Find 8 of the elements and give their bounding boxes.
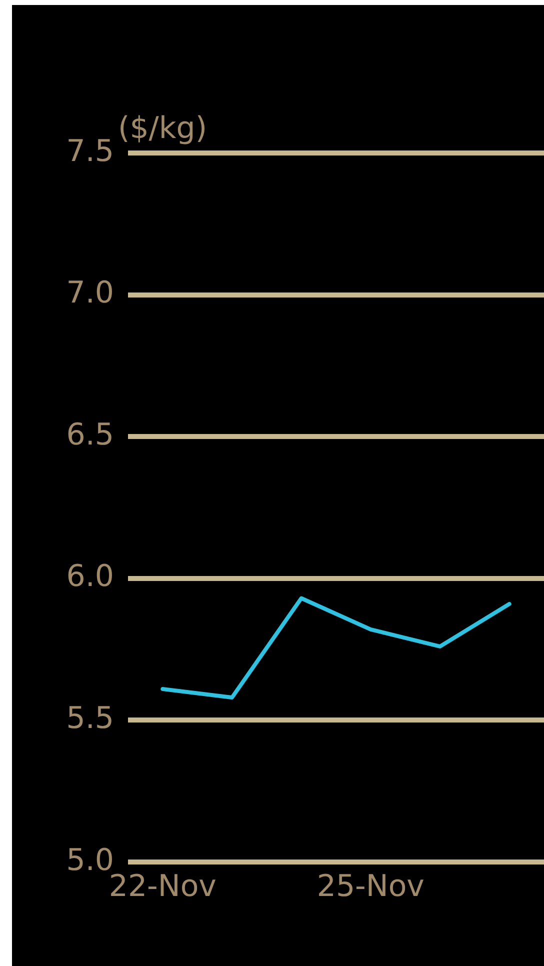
y-tick-label: 7.5 (66, 134, 114, 169)
y-tick-label: 5.5 (66, 700, 114, 736)
y-tick-label: 6.0 (66, 559, 114, 594)
y-axis-title: ($/kg) (118, 110, 208, 146)
x-tick-label: 22-Nov (108, 868, 216, 904)
x-tick-label: 25-Nov (316, 868, 424, 904)
y-tick-label: 7.0 (66, 276, 114, 311)
y-tick-label: 6.5 (66, 417, 114, 452)
